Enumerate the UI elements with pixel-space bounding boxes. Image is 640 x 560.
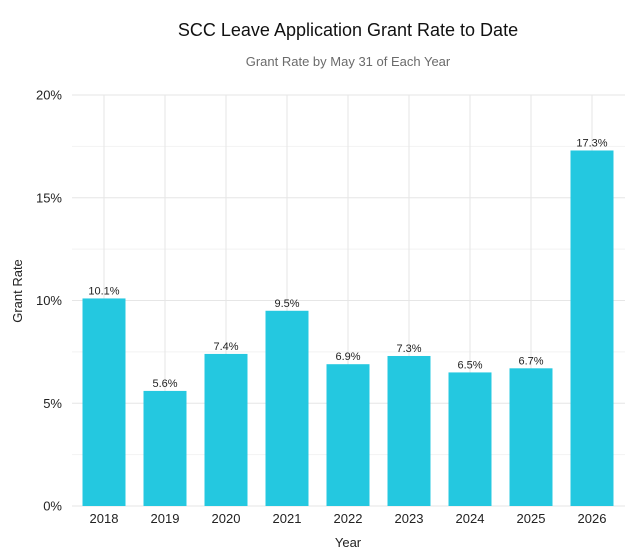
bar-2021 xyxy=(265,310,309,506)
y-tick-label: 0% xyxy=(43,499,62,514)
y-tick-label: 20% xyxy=(36,88,62,103)
x-tick-label-2022: 2022 xyxy=(334,511,363,526)
data-label-2021: 9.5% xyxy=(274,298,299,310)
x-tick-label-2024: 2024 xyxy=(456,511,485,526)
data-labels: 10.1% 5.6% 7.4% 9.5% 6.9% 7.3% 6.5% 6.7% 17.3% xyxy=(88,137,607,389)
bar-2022 xyxy=(326,364,370,506)
x-axis-title: Year xyxy=(335,535,362,550)
y-tick-label: 10% xyxy=(36,293,62,308)
bars xyxy=(82,150,614,507)
data-label-2024: 6.5% xyxy=(457,359,482,371)
chart-subtitle: Grant Rate by May 31 of Each Year xyxy=(246,54,451,69)
data-label-2020: 7.4% xyxy=(213,341,238,353)
tick-labels: 0% 5% 10% 15% 20% 2018 2019 2020 2021 2022 2023 202… xyxy=(36,88,606,527)
bar-2026 xyxy=(570,150,614,507)
x-tick-label-2025: 2025 xyxy=(517,511,546,526)
bar-2020 xyxy=(204,353,248,506)
data-label-2026: 17.3% xyxy=(576,137,607,149)
data-label-2025: 6.7% xyxy=(518,355,543,367)
x-tick-label-2023: 2023 xyxy=(395,511,424,526)
x-tick-label-2021: 2021 xyxy=(273,511,302,526)
bar-2019 xyxy=(143,390,187,506)
data-label-2022: 6.9% xyxy=(335,351,360,363)
bar-2025 xyxy=(509,368,553,506)
bar-2018 xyxy=(82,298,126,506)
x-tick-label-2026: 2026 xyxy=(578,511,607,526)
data-label-2018: 10.1% xyxy=(88,285,119,297)
x-tick-label-2020: 2020 xyxy=(212,511,241,526)
chart-title: SCC Leave Application Grant Rate to Date xyxy=(178,20,518,40)
y-tick-label: 5% xyxy=(43,396,62,411)
y-axis-title: Grant Rate xyxy=(10,259,25,323)
x-tick-label-2018: 2018 xyxy=(90,511,119,526)
bar-2023 xyxy=(387,355,431,506)
y-tick-label: 15% xyxy=(36,190,62,205)
x-tick-label-2019: 2019 xyxy=(151,511,180,526)
data-label-2019: 5.6% xyxy=(152,378,177,390)
data-label-2023: 7.3% xyxy=(396,343,421,355)
bar-2024 xyxy=(448,372,492,506)
